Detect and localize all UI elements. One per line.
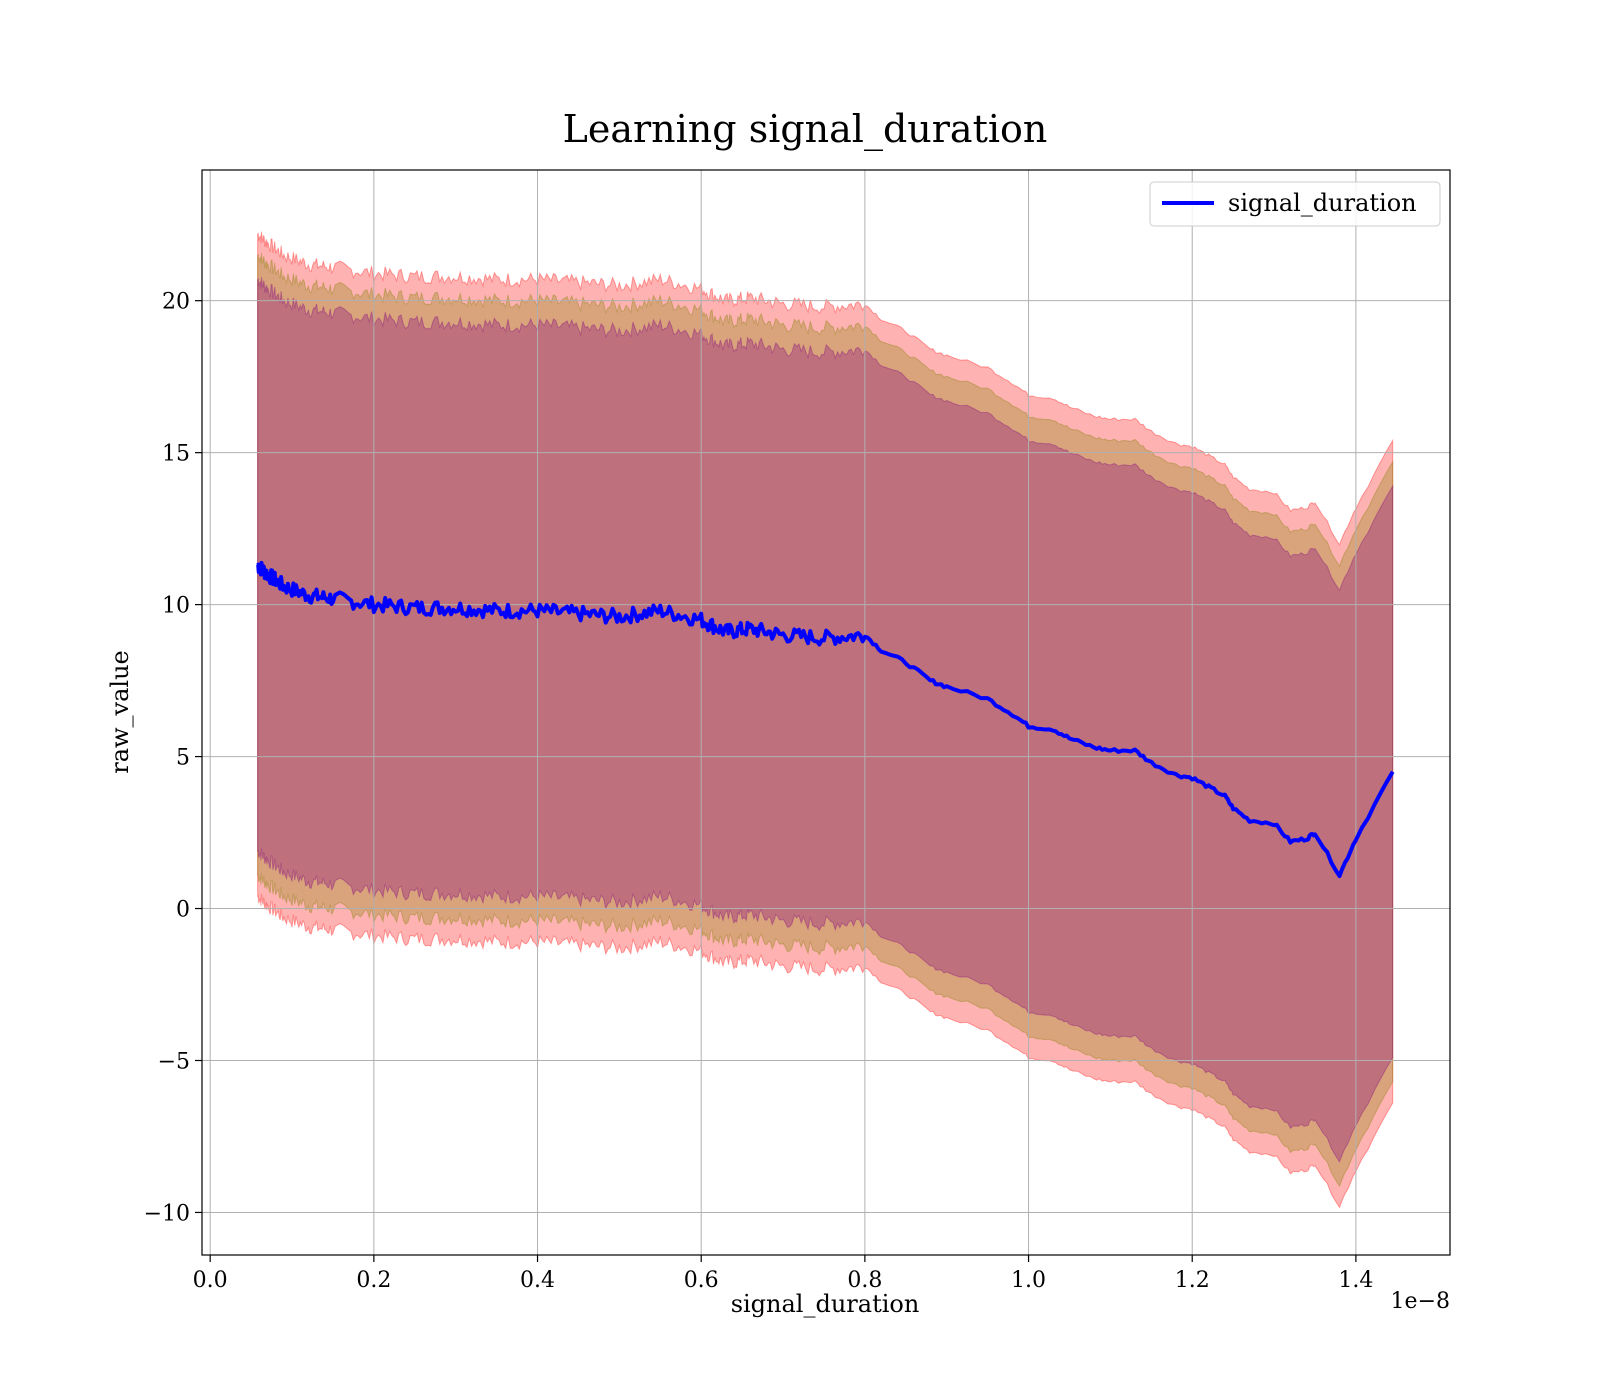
x-tick-label: 1.4 bbox=[1338, 1268, 1373, 1293]
y-tick-label: 20 bbox=[162, 290, 190, 315]
x-tick-label: 0.8 bbox=[847, 1268, 882, 1293]
confidence-band-1 bbox=[257, 231, 1394, 1209]
x-offset-label: 1e−8 bbox=[1391, 1289, 1450, 1314]
y-axis-label: raw_value bbox=[106, 650, 134, 774]
x-tick-label: 0.4 bbox=[520, 1268, 555, 1293]
legend-label: signal_duration bbox=[1228, 189, 1417, 217]
y-tick-label: −10 bbox=[144, 1201, 190, 1226]
confidence-band-3 bbox=[257, 277, 1394, 1163]
x-axis-label: signal_duration bbox=[731, 1290, 920, 1318]
x-tick-label: 0.2 bbox=[356, 1268, 391, 1293]
y-tick-label: 15 bbox=[162, 442, 190, 467]
x-tick-label: 1.0 bbox=[1011, 1268, 1046, 1293]
legend-box bbox=[1149, 181, 1441, 227]
series-lines bbox=[256, 560, 1395, 879]
chart-title: Learning signal_duration bbox=[563, 107, 1048, 152]
y-tick-label: 0 bbox=[176, 898, 190, 923]
x-axis-ticks: 0.0 0.2 0.4 0.6 0.8 1.0 1.2 1.4 bbox=[193, 1255, 1373, 1293]
x-tick-label: 0.6 bbox=[684, 1268, 719, 1293]
grid-lines bbox=[202, 170, 1450, 1255]
legend: signal_duration bbox=[1149, 181, 1441, 227]
x-tick-label: 0.0 bbox=[193, 1268, 228, 1293]
y-axis-ticks: −10 −5 0 5 10 15 20 bbox=[144, 290, 202, 1226]
series-line-signal-duration bbox=[256, 560, 1395, 879]
confidence-bands bbox=[257, 231, 1394, 1209]
y-tick-label: 10 bbox=[162, 594, 190, 619]
x-tick-label: 1.2 bbox=[1175, 1268, 1210, 1293]
plot-frame bbox=[201, 169, 1451, 1256]
y-tick-label: 5 bbox=[176, 746, 190, 771]
y-tick-label: −5 bbox=[158, 1049, 190, 1074]
